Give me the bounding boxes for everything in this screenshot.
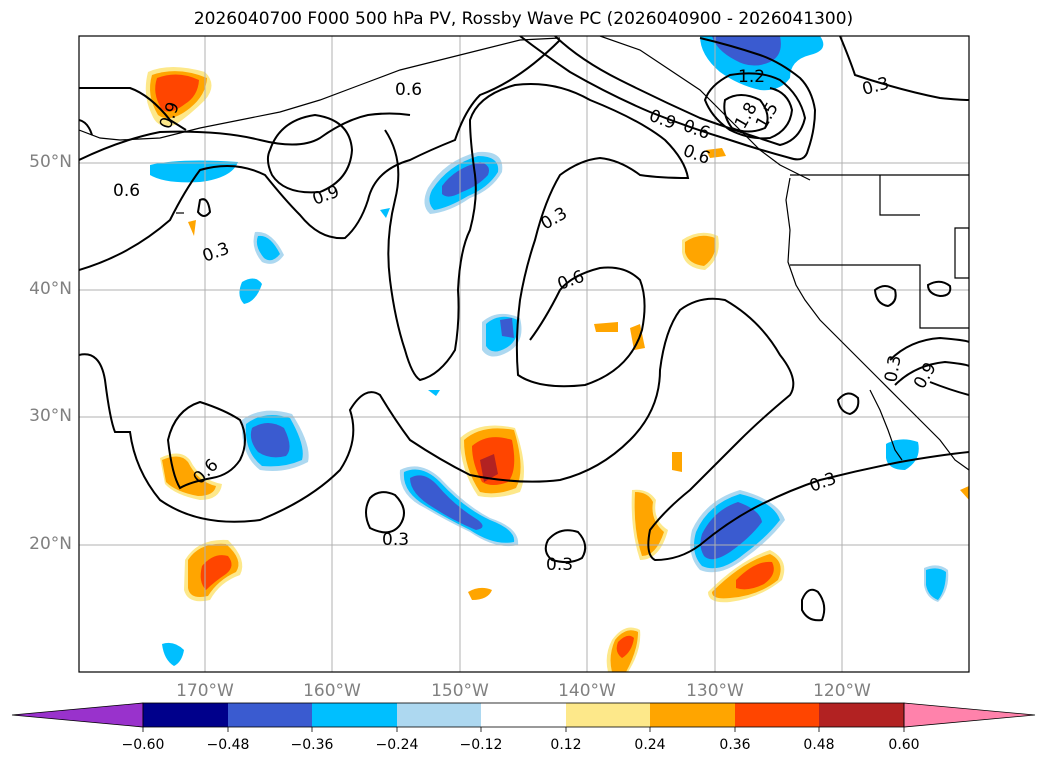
- contour-label: 0.9: [310, 182, 342, 210]
- lon-label: 170°W: [176, 681, 234, 701]
- colorbar-bin: [735, 703, 819, 727]
- colorbar-bin: [312, 703, 397, 727]
- colorbar-bin: [650, 703, 735, 727]
- lon-label: 160°W: [303, 681, 361, 701]
- map-frame: [78, 35, 970, 673]
- colorbar-tick-label: 0.60: [888, 737, 920, 753]
- contour-label: 0.6: [395, 80, 422, 100]
- colorbar-tick-label: 0.36: [719, 737, 751, 753]
- colorbar-tick-label: 0.24: [634, 737, 666, 753]
- contour-label: 0.3: [546, 555, 573, 575]
- contour-label: 0.6: [680, 141, 712, 169]
- contour-label: 0.6: [113, 181, 140, 201]
- contour-label: 0.3: [382, 530, 409, 550]
- contour-label: 0.3: [807, 469, 839, 497]
- colorbar-tick-label: −0.60: [121, 737, 165, 753]
- colorbar-tick-label: −0.36: [290, 737, 334, 753]
- colorbar-tick-label: −0.12: [459, 737, 503, 753]
- graticule: [79, 36, 969, 672]
- lon-label: 150°W: [431, 681, 489, 701]
- colorbar: [11, 702, 1036, 732]
- contour-label: 0.3: [881, 354, 905, 384]
- lat-label: 50°N: [29, 152, 72, 172]
- colorbar-bin: [228, 703, 312, 727]
- contour-labels: 0.9 0.6 0.6 0.9 0.3 0.3 0.6 0.6 0.3 0.3 …: [113, 67, 941, 575]
- colorbar-bin: [397, 703, 481, 727]
- lon-label: 130°W: [686, 681, 744, 701]
- colorbar-tick-label: −0.48: [206, 737, 250, 753]
- colorbar-tick-label: −0.24: [375, 737, 419, 753]
- lat-label: 40°N: [29, 279, 72, 299]
- colorbar-bin: [566, 703, 650, 727]
- colorbar-bin: [481, 703, 566, 727]
- lon-label: 140°W: [558, 681, 616, 701]
- lat-label: 20°N: [29, 534, 72, 554]
- contour-label: 1.2: [738, 67, 765, 87]
- colorbar-bin: [819, 703, 904, 727]
- pv-anomaly-fills: [145, 36, 969, 672]
- colorbar-bin: [903, 702, 1036, 728]
- contour-label: 0.3: [538, 203, 571, 234]
- lat-label: 30°N: [29, 406, 72, 426]
- lon-label: 120°W: [813, 681, 871, 701]
- colorbar-tick-label: 0.48: [803, 737, 835, 753]
- pv-contours: [79, 36, 969, 622]
- contour-label: 1.8: [731, 99, 762, 132]
- colorbar-bin: [143, 703, 228, 727]
- colorbar-tick-label: 0.12: [550, 737, 582, 753]
- colorbar-bin: [11, 702, 144, 728]
- chart-title: 2026040700 F000 500 hPa PV, Rossby Wave …: [193, 9, 854, 29]
